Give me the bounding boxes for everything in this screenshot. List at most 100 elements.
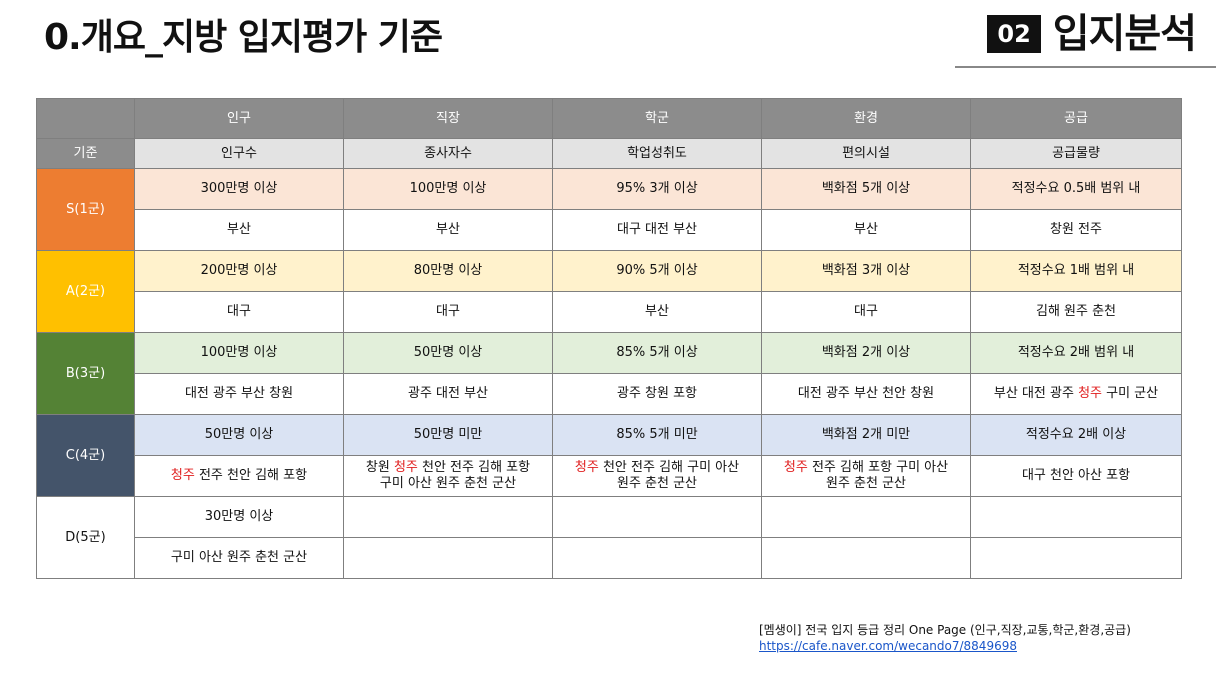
places-cell: 대구 (134, 291, 344, 333)
places-cell: 대전 광주 부산 천안 창원 (761, 373, 971, 415)
threshold-cell: 300만명 이상 (134, 168, 344, 210)
city-text: 대구 (854, 304, 878, 319)
places-cell: 김해 원주 춘천 (970, 291, 1182, 333)
city-text: 천안 전주 김해 포항 (417, 460, 531, 475)
places-cell (970, 537, 1182, 579)
places-cell: 부산 (761, 209, 971, 251)
threshold-cell: 백화점 5개 이상 (761, 168, 971, 210)
grade-places-row: 부산 부산 대구 대전 부산 부산 창원 전주 (37, 209, 1182, 251)
criteria-cell: 학업성취도 (552, 138, 762, 169)
grade-threshold-row: B(3군) 100만명 이상 50만명 이상 85% 5개 이상 백화점 2개 이상 적정… (36, 332, 1182, 415)
threshold-cell (761, 496, 971, 538)
places-cell: 창원 청주 천안 전주 김해 포항 구미 아산 원주 춘천 군산 (343, 455, 553, 497)
corner-cell (36, 98, 135, 139)
threshold-cell: 적정수요 2배 이상 (970, 414, 1182, 456)
city-text: 구미 아산 원주 춘천 군산 (379, 476, 517, 491)
threshold-cell: 적정수요 2배 범위 내 (970, 332, 1182, 374)
city-text: 원주 춘천 군산 (616, 476, 698, 491)
threshold-cell: 95% 3개 이상 (552, 168, 762, 210)
section-header: 02 입지분석 (987, 8, 1197, 60)
grade-threshold-row: D(5군) 30만명 이상 (36, 496, 1182, 579)
city-text: 부산 (227, 222, 251, 237)
places-cell: 대전 광주 부산 창원 (134, 373, 344, 415)
highlighted-city: 청주 (1078, 386, 1102, 401)
section-number: 02 (987, 15, 1041, 53)
criteria-cell: 공급물량 (970, 138, 1182, 169)
threshold-cell: 100만명 이상 (343, 168, 553, 210)
places-cell: 부산 (343, 209, 553, 251)
places-cell: 청주 천안 전주 김해 구미 아산 원주 춘천 군산 (552, 455, 762, 497)
highlighted-city: 청주 (783, 460, 808, 475)
grade-places-row: 청주 전주 천안 김해 포항 창원 청주 천안 전주 김해 포항 구미 아산 원주 … (37, 455, 1182, 497)
grade-label: D(5군) (36, 496, 135, 579)
city-text: 대구 대전 부산 (616, 222, 698, 237)
threshold-cell: 백화점 2개 이상 (761, 332, 971, 374)
threshold-cell: 200만명 이상 (134, 250, 344, 292)
threshold-cell: 50만명 이상 (343, 332, 553, 374)
threshold-cell: 백화점 2개 미만 (761, 414, 971, 456)
places-cell: 대구 (761, 291, 971, 333)
highlighted-city: 청주 (574, 460, 599, 475)
city-text: 김해 원주 춘천 (1035, 304, 1117, 319)
threshold-cell: 백화점 3개 이상 (761, 250, 971, 292)
grade-threshold-row: A(2군) 200만명 이상 80만명 이상 90% 5개 이상 백화점 3개 이상 적정… (36, 250, 1182, 333)
threshold-cell: 적정수요 1배 범위 내 (970, 250, 1182, 292)
category-header-row: 인구 직장 학군 환경 공급 (36, 98, 1182, 139)
grade-label: C(4군) (36, 414, 135, 497)
threshold-cell: 85% 5개 이상 (552, 332, 762, 374)
city-text: 전주 천안 김해 포항 (194, 468, 308, 483)
grade-threshold-row: C(4군) 50만명 이상 50만명 미만 85% 5개 미만 백화점 2개 미만 적정수… (36, 414, 1182, 497)
highlighted-city: 청주 (170, 468, 195, 483)
title-divider (955, 66, 1216, 68)
source-note: [멤생이] 전국 입지 등급 정리 One Page (인구,직장,교통,학군,… (759, 622, 1131, 654)
criteria-cell: 인구수 (134, 138, 344, 169)
criteria-cell: 종사자수 (343, 138, 553, 169)
grade-places-row: 대구 대구 부산 대구 김해 원주 춘천 (37, 291, 1182, 333)
places-cell: 청주 전주 천안 김해 포항 (134, 455, 344, 497)
city-text: 광주 대전 부산 (407, 386, 489, 401)
city-text: 부산 대전 광주 (993, 386, 1079, 401)
category-header: 공급 (970, 98, 1182, 139)
threshold-cell (970, 496, 1182, 538)
criteria-label: 기준 (36, 138, 135, 169)
city-text: 전주 김해 포항 구미 아산 (807, 460, 949, 475)
city-text: 구미 군산 (1101, 386, 1159, 401)
grade-threshold-row: S(1군) 300만명 이상 100만명 이상 95% 3개 이상 백화점 5개 이상 적… (36, 168, 1182, 251)
threshold-cell: 100만명 이상 (134, 332, 344, 374)
threshold-cell: 80만명 이상 (343, 250, 553, 292)
city-text: 광주 창원 포항 (616, 386, 698, 401)
grade-label: B(3군) (36, 332, 135, 415)
places-cell: 광주 대전 부산 (343, 373, 553, 415)
city-text: 부산 (854, 222, 878, 237)
threshold-cell (552, 496, 762, 538)
places-cell: 구미 아산 원주 춘천 군산 (134, 537, 344, 579)
grade-label: A(2군) (36, 250, 135, 333)
threshold-cell: 30만명 이상 (134, 496, 344, 538)
places-cell (343, 537, 553, 579)
city-text: 대전 광주 부산 천안 창원 (797, 386, 935, 401)
places-cell: 청주 전주 김해 포항 구미 아산 원주 춘천 군산 (761, 455, 971, 497)
city-text: 창원 전주 (1050, 222, 1102, 237)
threshold-cell: 50만명 이상 (134, 414, 344, 456)
criteria-row: 기준 인구수 종사자수 학업성취도 편의시설 공급물량 (36, 138, 1182, 169)
location-grade-table: 인구 직장 학군 환경 공급 기준 인구수 종사자수 학업성취도 편의시설 공급… (36, 98, 1182, 579)
city-text: 부산 (436, 222, 460, 237)
grade-places-row: 구미 아산 원주 춘천 군산 (37, 537, 1182, 579)
places-cell: 대구 대전 부산 (552, 209, 762, 251)
criteria-cell: 편의시설 (761, 138, 971, 169)
category-header: 직장 (343, 98, 553, 139)
city-text: 대구 (227, 304, 251, 319)
places-cell: 부산 (552, 291, 762, 333)
category-header: 학군 (552, 98, 762, 139)
source-link[interactable]: https://cafe.naver.com/wecando7/8849698 (759, 639, 1017, 653)
city-text: 창원 (365, 460, 394, 475)
city-text: 대구 천안 아산 포항 (1021, 468, 1131, 483)
section-name: 입지분석 (1052, 11, 1197, 57)
city-text: 원주 춘천 군산 (825, 476, 907, 491)
city-text: 구미 아산 원주 춘천 군산 (170, 550, 308, 565)
city-text: 대전 광주 부산 창원 (184, 386, 294, 401)
category-header: 인구 (134, 98, 344, 139)
places-cell (552, 537, 762, 579)
city-text: 대구 (436, 304, 460, 319)
threshold-cell: 50만명 미만 (343, 414, 553, 456)
